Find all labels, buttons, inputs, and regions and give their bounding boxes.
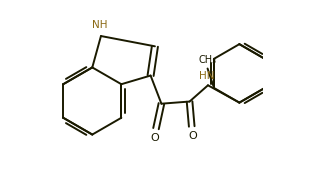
Text: HN: HN (199, 71, 215, 81)
Text: O: O (151, 133, 159, 143)
Text: O: O (188, 131, 197, 141)
Text: NH: NH (92, 20, 108, 30)
Text: CH₃: CH₃ (198, 55, 217, 65)
